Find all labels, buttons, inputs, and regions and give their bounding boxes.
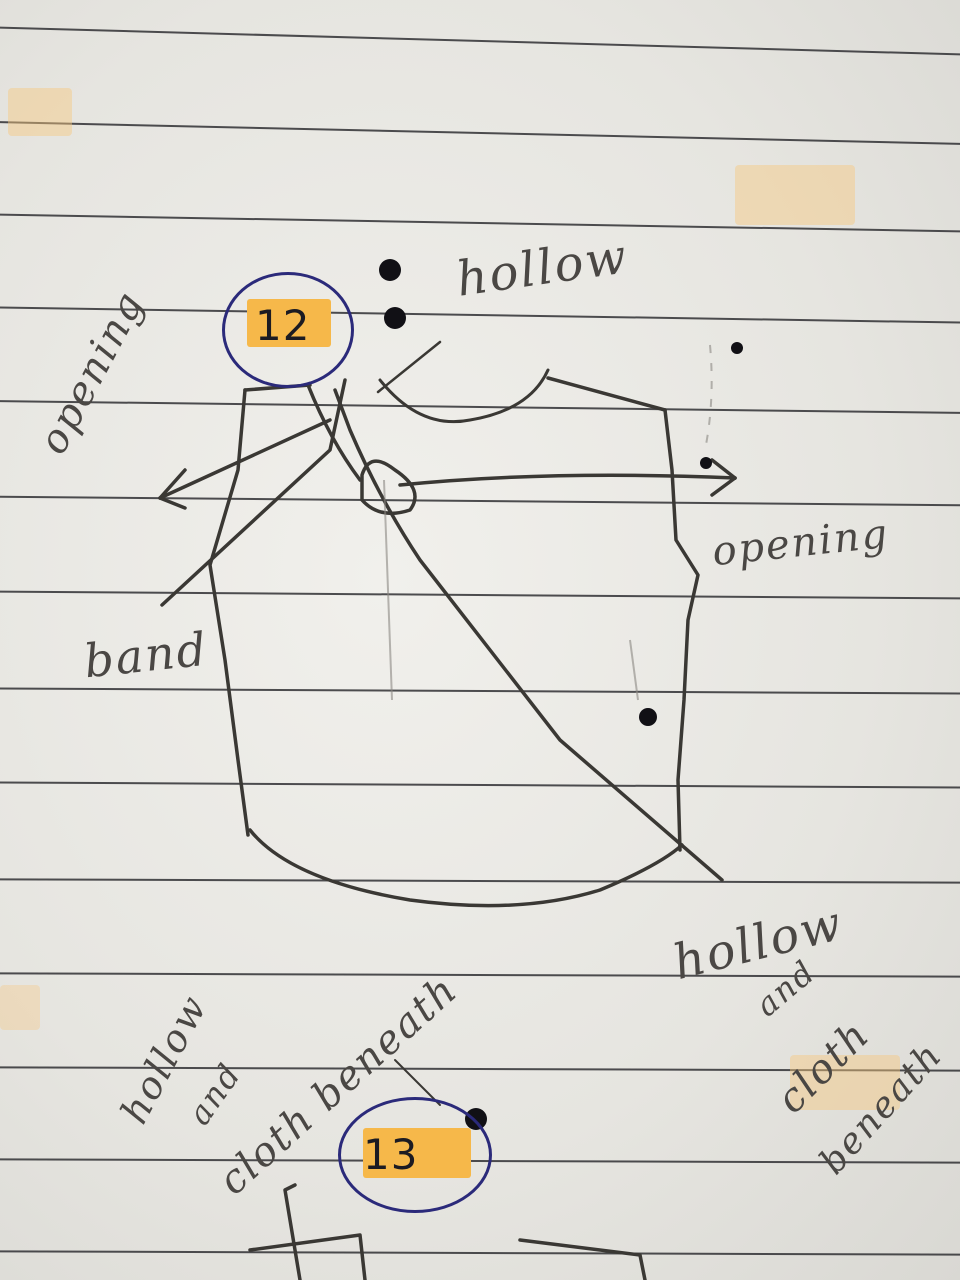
ink-dot (700, 457, 712, 469)
marker-number: 12 (255, 301, 311, 350)
marker-number: 13 (363, 1130, 419, 1179)
item-marker-13: 13 (338, 1097, 492, 1213)
ink-dot (384, 307, 406, 329)
ink-dot (731, 342, 743, 354)
item-marker-12: 12 (222, 272, 354, 388)
bleed-through-highlight (0, 985, 40, 1030)
bleed-through-highlight (790, 1055, 900, 1110)
bleed-through-highlight (8, 88, 72, 136)
ink-dot (379, 259, 401, 281)
marker-highlight (363, 1128, 471, 1178)
marker-highlight (247, 299, 331, 347)
bleed-through-highlight (735, 165, 855, 225)
ink-dot (639, 708, 657, 726)
